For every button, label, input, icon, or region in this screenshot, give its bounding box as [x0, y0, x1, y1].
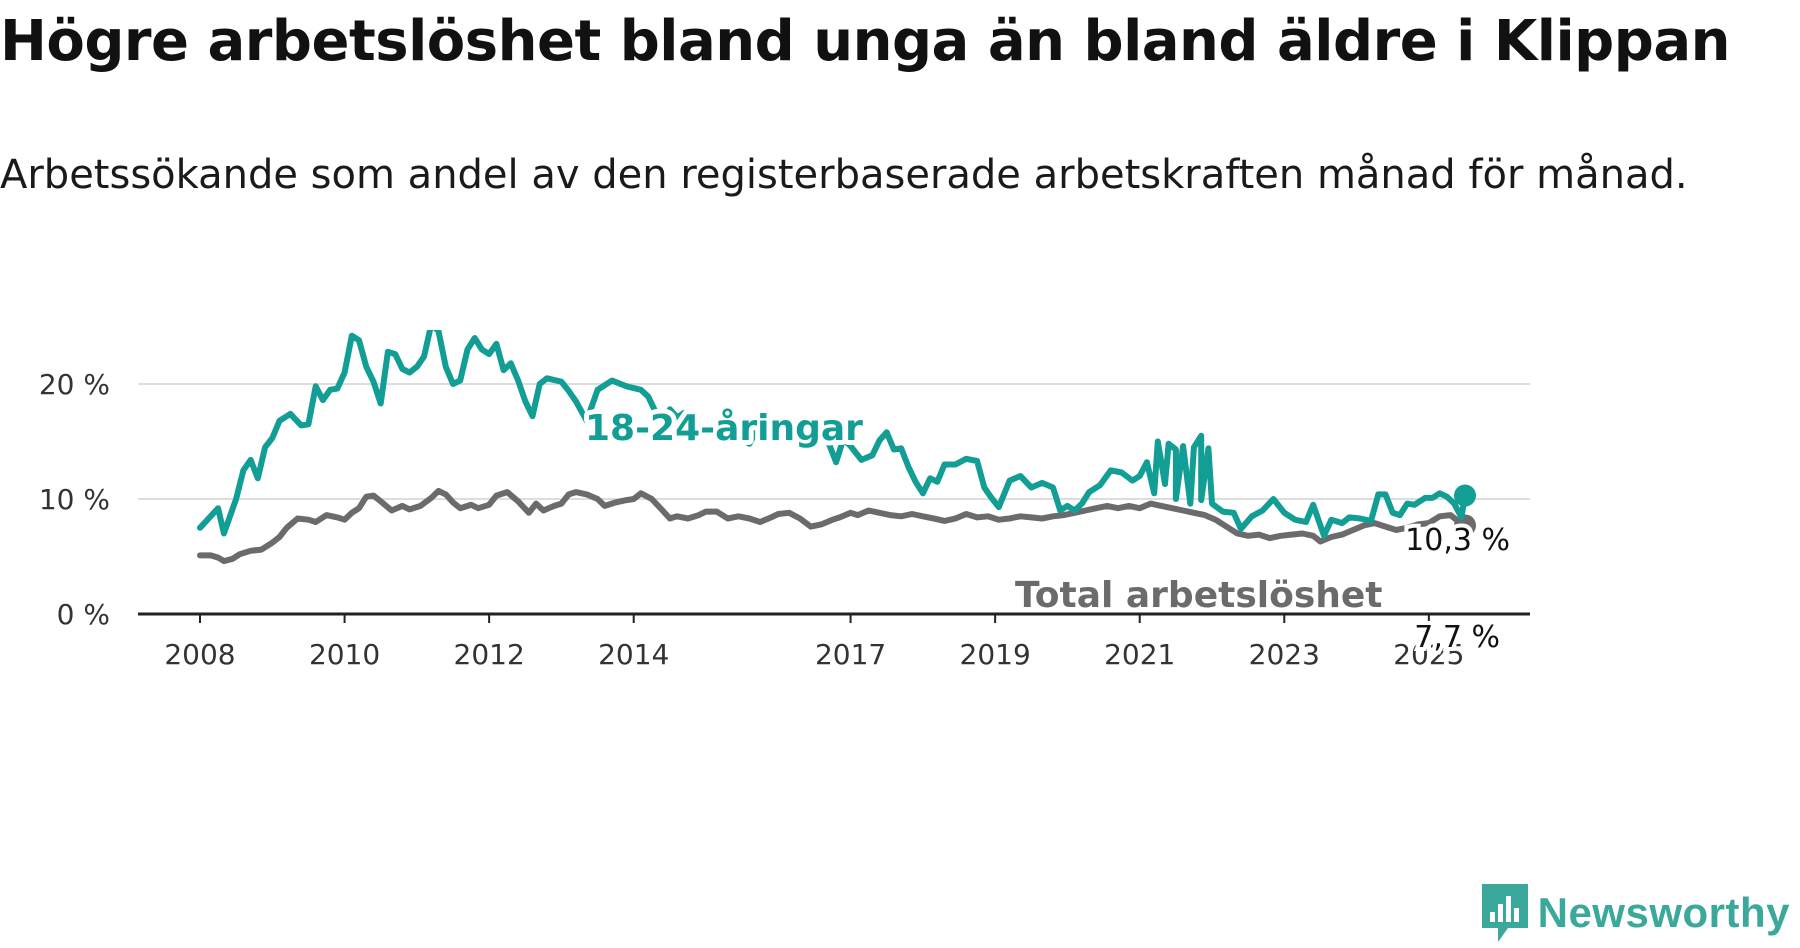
chart-title: Högre arbetslöshet bland unga än bland ä… [0, 9, 1730, 74]
line-chart: 0 % 10 % 20 % 2008 2010 2012 2014 2017 2019 2021 2… [39, 330, 1530, 671]
axes: 0 % 10 % 20 % 2008 2010 2012 2014 2017 2019 2021 2… [39, 368, 1530, 671]
end-point-total [1454, 514, 1476, 537]
end-label-total: 7,7 % [1414, 620, 1500, 655]
y-tick-label: 10 % [39, 483, 110, 516]
x-tick-label: 2019 [960, 638, 1031, 671]
data-series [197, 330, 1476, 565]
newsworthy-logo-icon [1481, 884, 1528, 942]
x-tick-label: 2010 [309, 638, 380, 671]
y-tick-label: 20 % [39, 368, 110, 401]
x-tick-label: 2023 [1249, 638, 1320, 671]
series-labels: 18-24-åringar Total arbetslöshet 10,3 % 7,7… [580, 403, 1514, 659]
chart-subtitle: Arbetssökande som andel av den registerb… [0, 152, 1688, 198]
brand-name: Newsworthy [1537, 889, 1790, 936]
end-point-youth [1454, 484, 1476, 507]
series-line-youth [197, 330, 1468, 539]
end-label-youth: 10,3 % [1405, 523, 1510, 558]
brand: Newsworthy [1481, 878, 1790, 948]
x-tick-label: 2025 [1393, 638, 1464, 671]
x-tick-label: 2017 [815, 638, 886, 671]
series-label-total: Total arbetslöshet [1015, 575, 1383, 616]
y-tick-label: 0 % [57, 598, 110, 631]
series-label-youth: 18-24-åringar [585, 408, 863, 449]
series-line-total [197, 487, 1468, 565]
x-tick-label: 2014 [598, 638, 669, 671]
x-tick-label: 2008 [164, 638, 235, 671]
x-tick-label: 2012 [454, 638, 525, 671]
x-tick-label: 2021 [1104, 638, 1175, 671]
